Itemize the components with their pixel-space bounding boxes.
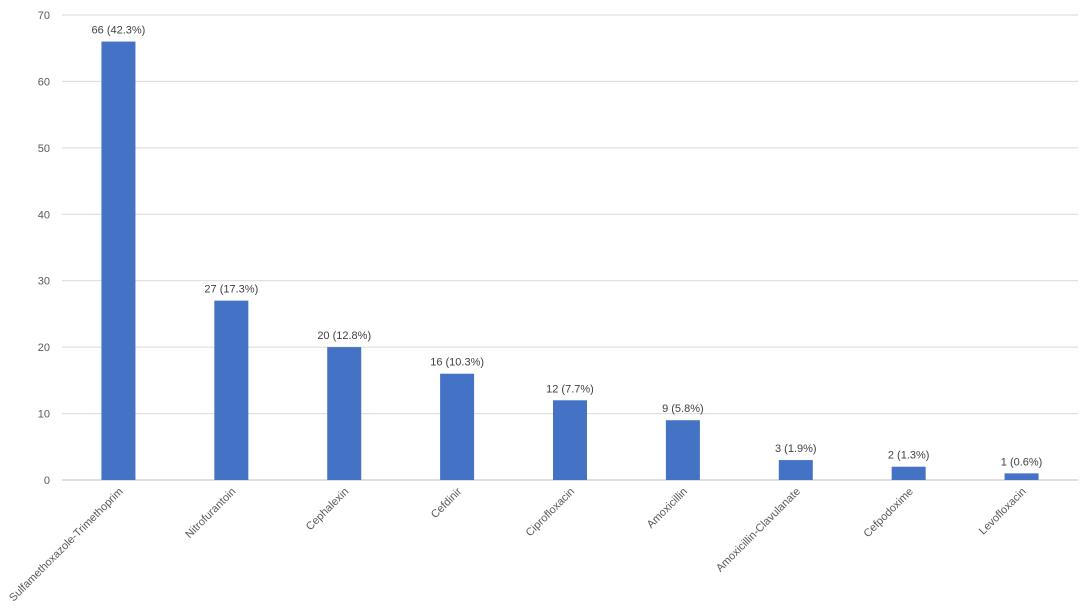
bar (440, 373, 475, 480)
data-label: 20 (12.8%) (317, 330, 371, 342)
x-tick-label: Amoxicillin (645, 486, 690, 531)
bar (553, 400, 587, 480)
bar (214, 300, 249, 480)
data-label: 27 (17.3%) (204, 284, 258, 296)
y-tick-label: 0 (44, 475, 50, 487)
x-tick-label: Levofloxacin (977, 486, 1029, 538)
y-tick-label: 10 (38, 409, 50, 421)
bar (101, 41, 136, 480)
y-axis-ticks: 0 10 20 30 40 50 60 70 (38, 10, 50, 487)
data-label: 16 (10.3%) (430, 357, 484, 369)
x-tick-label: Sulfamethoxazole-Trimethoprim (7, 486, 125, 604)
data-label: 9 (5.8%) (662, 403, 704, 415)
y-tick-label: 30 (38, 276, 50, 288)
bar (778, 460, 813, 480)
y-tick-label: 50 (38, 143, 50, 155)
data-label: 3 (1.9%) (775, 443, 817, 455)
bar (891, 466, 926, 480)
data-label: 2 (1.3%) (888, 450, 930, 462)
x-tick-label: Cefpodoxime (861, 486, 915, 540)
bar (1004, 473, 1039, 480)
data-labels: 66 (42.3%) 27 (17.3%) 20 (12.8%) 16 (10.3%)… (92, 25, 1043, 469)
x-tick-label: Amoxicillin-Clavulanate (714, 486, 803, 575)
data-label: 1 (0.6%) (1001, 456, 1043, 468)
y-tick-label: 20 (38, 342, 50, 354)
x-tick-label: Ciprofloxacin (524, 486, 577, 539)
x-axis-ticks: Sulfamethoxazole-Trimethoprim Nitrofurant… (7, 485, 1029, 604)
data-label: 12 (7.7%) (546, 383, 594, 395)
y-tick-label: 70 (38, 10, 50, 22)
x-tick-label: Nitrofurantoin (183, 486, 238, 541)
data-label: 66 (42.3%) (92, 25, 146, 37)
bar (665, 420, 700, 480)
y-tick-label: 60 (38, 76, 50, 88)
x-tick-label: Cephalexin (304, 486, 351, 533)
bars (101, 41, 1039, 480)
x-tick-label: Cefdinir (429, 485, 465, 521)
y-tick-label: 40 (38, 209, 50, 221)
bar (327, 347, 362, 480)
